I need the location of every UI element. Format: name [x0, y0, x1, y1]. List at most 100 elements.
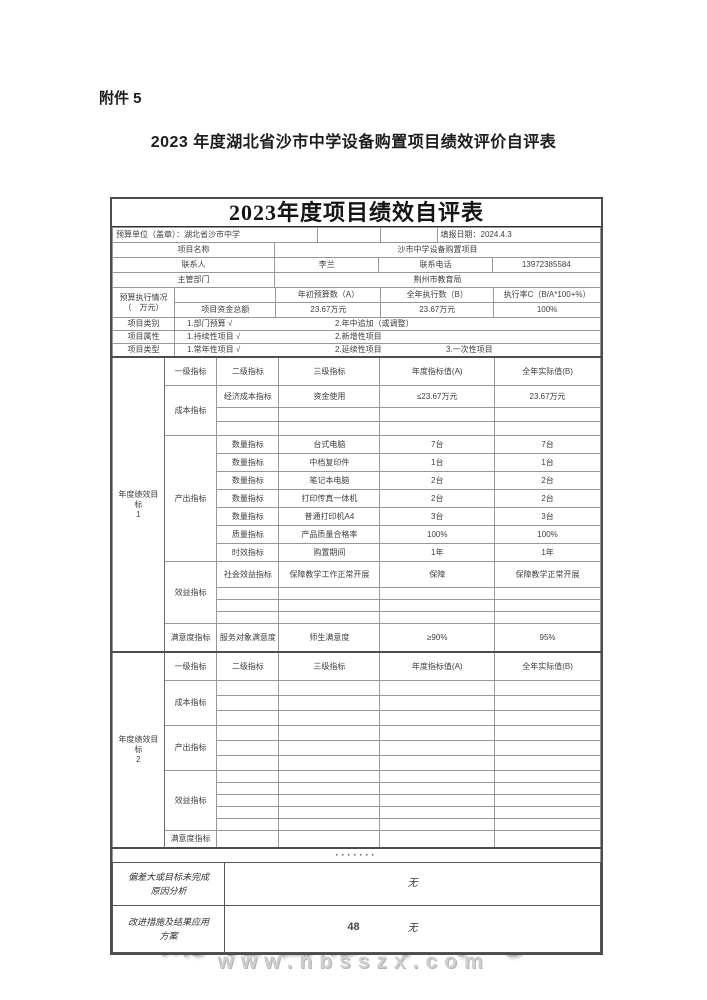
indicator-header-cell: 三级指标 — [278, 356, 381, 386]
department-value: 荆州市教育局 — [274, 272, 601, 288]
phone-value: 13972385584 — [491, 257, 602, 273]
value-b-cell: 2台 — [494, 471, 601, 490]
contact-name-value: 李兰 — [274, 257, 380, 273]
goal2-label: 年度绩效目标 2 — [112, 651, 165, 848]
budget-col-b: 全年执行数（B） — [380, 287, 495, 303]
ellipsis-row: ······· — [112, 847, 601, 863]
category-options: 1.常年性项目 √ 2.延续性项目 3.一次性项目 — [173, 343, 602, 357]
category-option: 2.延续性项目 — [334, 344, 382, 354]
category-options: 1.部门预算 √ 2.年中追加（或调整） — [173, 317, 602, 331]
self-evaluation-form: 2023年度项目绩效自评表 预算单位（盖章）：湖北省沙市中学 填报日期：2024… — [110, 197, 603, 955]
watermark-url: www.hbsszx.com — [217, 950, 490, 973]
indicator-header-cell: 全年实际值(B) — [494, 356, 601, 386]
contact-label: 联系人 — [111, 257, 276, 273]
category-row: 项目属性 1.持续性项目 √ 2.新增性项目 — [112, 330, 602, 344]
value-b-cell: 2台 — [494, 489, 601, 508]
category-row: 项目类别 1.部门预算 √ 2.年中追加（或调整） — [112, 317, 602, 331]
indicator-header-cell: 三级指标 — [278, 651, 381, 681]
budget-exec-section: 预算执行情况 （ 万元） 年初预算数（A） 全年执行数（B） 执行率C（B/A*… — [112, 287, 601, 318]
level2-cell: 经济成本指标 — [216, 385, 280, 408]
category-option: 1.常年性项目 √ — [186, 344, 241, 354]
attachment-label: 附件 5 — [99, 90, 142, 107]
footer-label-improvement: 改进措施及结果应用方案 — [111, 905, 226, 953]
budget-val-c: 100% — [493, 302, 601, 318]
category-option: 2.新增性项目 — [334, 331, 382, 341]
level2-cell: 时效指标 — [216, 543, 280, 562]
category-label: 项目属性 — [112, 330, 175, 344]
indicator-header-cell: 年度指标值(A) — [379, 356, 496, 386]
level3-cell: 产品质量合格率 — [278, 525, 381, 544]
info-row-project: 项目名称 沙市中学设备购置项目 — [111, 242, 601, 258]
indicator-header-cell: 全年实际值(B) — [494, 651, 601, 681]
footer-section: 偏差大或目标未完成原因分析 无 改进措施及结果应用方案 无 — [111, 862, 601, 953]
value-a-cell: 1年 — [379, 543, 496, 562]
category-options: 1.持续性项目 √ 2.新增性项目 — [173, 330, 602, 344]
level2-cell: 数量指标 — [216, 453, 280, 472]
value-a-cell: 保障 — [379, 561, 496, 588]
page-number: 48 — [347, 921, 360, 933]
level3-cell: 师生满意度 — [278, 623, 381, 652]
level2-cell: 数量指标 — [216, 489, 280, 508]
indicator-header-cell: 年度指标值(A) — [379, 651, 496, 681]
level3-cell: 中档复印件 — [278, 453, 381, 472]
value-b-cell: 保障教学正常开展 — [494, 561, 601, 588]
footer-value-improvement: 无 — [224, 905, 601, 953]
level2-cell: 数量指标 — [216, 435, 280, 454]
footer-value-deviation: 无 — [224, 862, 601, 906]
ellipsis-text: ······· — [112, 847, 601, 863]
value-a-cell: 3台 — [379, 507, 496, 526]
level1-label-output: 产出指标 — [163, 725, 218, 771]
value-a-cell: 100% — [379, 525, 496, 544]
category-label: 项目类别 — [112, 317, 175, 331]
category-option: 3.一次性项目 — [445, 344, 493, 354]
phone-label: 联系电话 — [378, 257, 493, 273]
category-label: 项目类型 — [112, 343, 175, 357]
category-row: 项目类型 1.常年性项目 √ 2.延续性项目 3.一次性项目 — [112, 343, 602, 357]
value-a-cell: 2台 — [379, 489, 496, 508]
value-b-cell: 1台 — [494, 453, 601, 472]
goal1-section: 年度绩效目标 1 一级指标 二级指标 三级指标 年度指标值(A) 全年实际值(B… — [112, 356, 601, 652]
project-name-value: 沙市中学设备购置项目 — [274, 242, 601, 258]
category-option: 1.部门预算 √ — [186, 318, 233, 328]
level2-cell: 社会效益指标 — [216, 561, 280, 588]
budget-exec-label-line1: 预算执行情况 — [119, 292, 168, 302]
level1-label-benefit: 效益指标 — [163, 561, 218, 624]
value-a-cell: 2台 — [379, 471, 496, 490]
form-title: 2023年度项目绩效自评表 — [112, 199, 601, 228]
level1-label-satisfaction: 满意度指标 — [163, 830, 218, 848]
budget-val-b: 23.67万元 — [380, 302, 495, 318]
level2-cell: 质量指标 — [216, 525, 280, 544]
value-b-cell: 100% — [494, 525, 601, 544]
indicator-header-cell: 二级指标 — [216, 651, 280, 681]
fund-total-label: 项目资金总额 — [173, 302, 277, 318]
level3-cell: 笔记本电脑 — [278, 471, 381, 490]
category-section: 项目类别 1.部门预算 √ 2.年中追加（或调整） 项目属性 1.持续性项目 √ 2… — [112, 317, 602, 357]
level1-label-benefit: 效益指标 — [163, 770, 218, 831]
goal1-label: 年度绩效目标 1 — [112, 356, 165, 652]
level3-cell: 台式电脑 — [278, 435, 381, 454]
indicator-header-cell: 一级指标 — [163, 651, 218, 681]
level3-cell: 普通打印机A4 — [278, 507, 381, 526]
value-b-cell: 23.67万元 — [494, 385, 601, 408]
category-option: 1.持续性项目 √ — [186, 331, 241, 341]
level1-label-cost: 成本指标 — [163, 680, 218, 726]
level3-cell: 保障教学工作正常开展 — [278, 561, 381, 588]
indicator-header-cell: 二级指标 — [216, 356, 280, 386]
budget-exec-label-line2: （ 万元） — [123, 302, 164, 312]
budget-unit-cell: 预算单位（盖章）：湖北省沙市中学 — [112, 227, 318, 243]
value-b-cell: 7台 — [494, 435, 601, 454]
level2-cell: 数量指标 — [216, 507, 280, 526]
indicator-header-cell: 一级指标 — [163, 356, 218, 386]
value-a-cell: 1台 — [379, 453, 496, 472]
budget-col-c: 执行率C（B/A*100+%） — [493, 287, 601, 303]
project-name-label: 项目名称 — [111, 242, 276, 258]
level1-label-output: 产出指标 — [163, 435, 218, 562]
value-b-cell: 3台 — [494, 507, 601, 526]
value-b-cell: 1年 — [494, 543, 601, 562]
value-a-cell: 7台 — [379, 435, 496, 454]
category-option: 2.年中追加（或调整） — [334, 318, 414, 328]
info-row-contact: 联系人 李兰 联系电话 13972385584 — [111, 257, 602, 273]
level1-label-satisfaction: 满意度指标 — [163, 623, 218, 652]
value-a-cell: ≤23.67万元 — [379, 385, 496, 408]
